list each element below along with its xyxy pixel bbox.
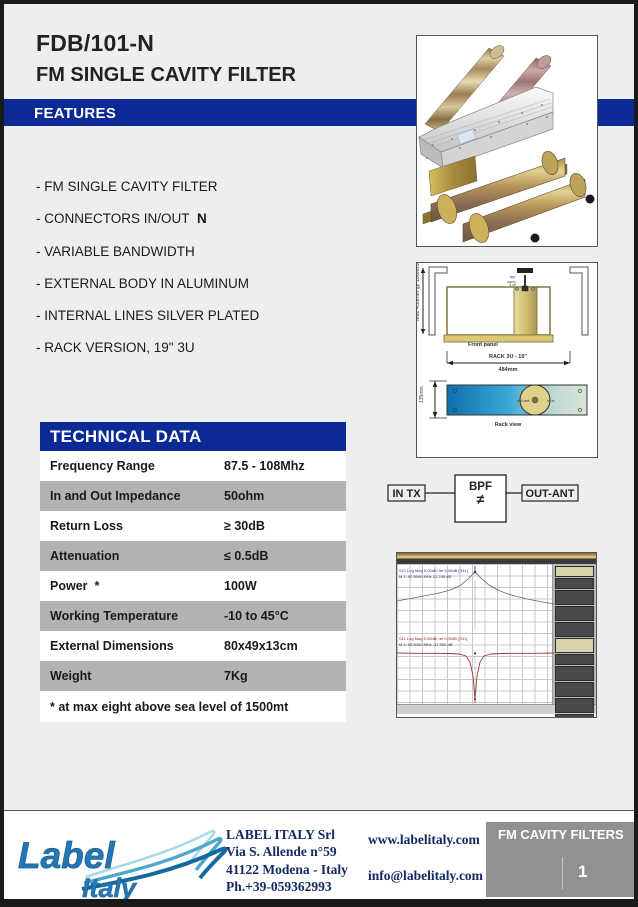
svg-text:OUT-ANT: OUT-ANT: [526, 488, 575, 500]
svg-text:135mm: 135mm: [419, 386, 425, 403]
svg-text:in-tx: in-tx: [547, 398, 555, 403]
svg-text:S21 Log Mag 5.00dB/ ref 0.00dB: S21 Log Mag 5.00dB/ ref 0.00dB [S41]: [399, 568, 468, 573]
svg-text:out-ant: out-ant: [517, 398, 530, 403]
svg-text:RACK 3U - 19": RACK 3U - 19": [489, 354, 527, 360]
svg-text:S11 Log Mag 5.00dB/ ref 0.00dB: S11 Log Mag 5.00dB/ ref 0.00dB [S31]: [399, 636, 467, 641]
svg-text:IN TX: IN TX: [392, 488, 421, 500]
svg-text:Rack view: Rack view: [495, 422, 522, 428]
svg-text:Label: Label: [18, 835, 115, 876]
svg-text:≠: ≠: [477, 491, 485, 507]
svg-text:Front panel: Front panel: [468, 342, 498, 348]
svg-text:484mm: 484mm: [499, 367, 518, 373]
svg-text:M 1: 92.5000 MHz -37.500 dB: M 1: 92.5000 MHz -37.500 dB: [399, 642, 453, 647]
svg-text:Max 455mm @ 108Mhz: Max 455mm @ 108Mhz: [417, 263, 421, 321]
svg-text:M 1: 92.5000 MHz 12.245 dB: M 1: 92.5000 MHz 12.245 dB: [399, 574, 451, 579]
svg-text:1 of: 1 of: [509, 282, 517, 287]
svg-text:Italy: Italy: [82, 873, 138, 899]
